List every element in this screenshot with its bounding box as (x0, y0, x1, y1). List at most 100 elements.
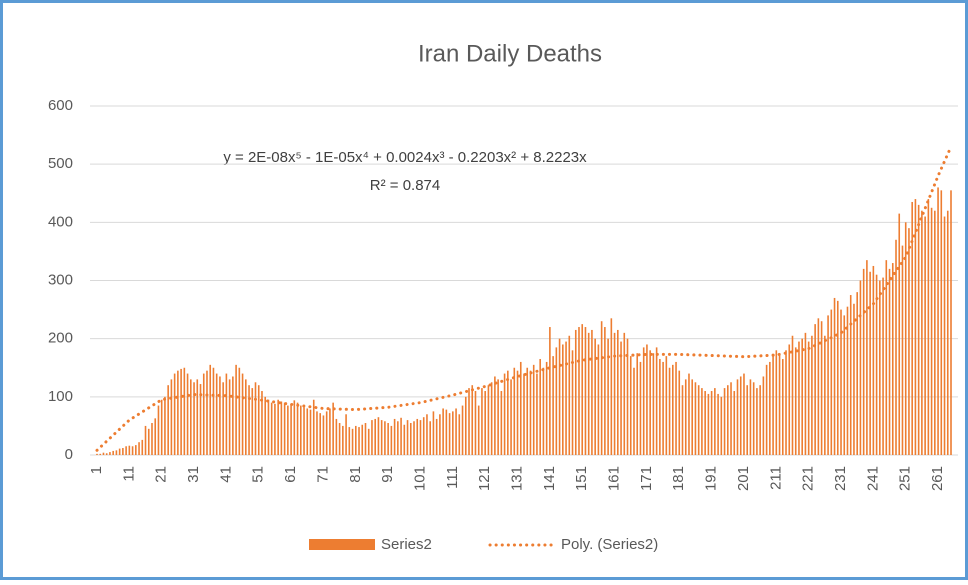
bar (736, 379, 739, 455)
trendline (95, 145, 953, 452)
bar (542, 367, 545, 455)
bar (914, 199, 917, 455)
y-tick-label: 400 (48, 213, 73, 230)
bar (859, 280, 862, 455)
x-tick-label: 151 (573, 466, 590, 491)
bar (507, 370, 509, 455)
x-tick-label: 71 (314, 466, 331, 483)
y-tick-label: 300 (48, 271, 73, 288)
bar (655, 347, 658, 455)
bar (853, 303, 855, 455)
y-tick-label: 100 (48, 388, 73, 405)
bar (526, 367, 529, 455)
bar (574, 329, 577, 455)
bar (474, 391, 477, 455)
bar (167, 385, 169, 455)
bar (342, 425, 344, 455)
bar (115, 450, 118, 455)
bar (833, 297, 836, 455)
bar (494, 376, 496, 455)
x-tick-label: 221 (800, 466, 817, 491)
bar (160, 399, 163, 455)
bar (264, 396, 267, 455)
bar (849, 295, 852, 455)
bar (461, 405, 464, 455)
x-tick-label: 191 (703, 466, 720, 491)
bar (468, 388, 470, 455)
bar (193, 382, 195, 455)
bar (458, 414, 461, 455)
bar (620, 341, 622, 455)
bar (901, 245, 904, 455)
bar (898, 213, 901, 455)
bar (775, 350, 778, 455)
bar (830, 309, 833, 455)
bar (872, 265, 875, 455)
bar (497, 379, 499, 455)
bar (490, 382, 493, 455)
bar (730, 382, 732, 455)
bar (112, 450, 114, 455)
y-tick-label: 200 (48, 330, 73, 347)
bar (600, 321, 603, 455)
bar (154, 418, 157, 455)
bar (448, 413, 451, 455)
bar (371, 420, 373, 455)
bar (131, 446, 134, 455)
bar (875, 274, 878, 455)
bar (196, 379, 199, 455)
bar (869, 271, 871, 455)
bar (422, 417, 425, 455)
bar (623, 332, 626, 455)
bar (856, 292, 858, 455)
x-tick-label: 101 (411, 466, 428, 491)
bar (785, 350, 787, 455)
bar (125, 446, 127, 455)
bar (794, 347, 797, 455)
bar (568, 335, 571, 455)
bar (652, 353, 655, 455)
bar (824, 335, 826, 455)
bar (332, 402, 334, 455)
bar (778, 353, 781, 455)
bar (510, 379, 512, 455)
bar (562, 344, 564, 455)
bar (649, 350, 651, 455)
legend: Series2 Poly. (Series2) (309, 536, 658, 553)
bar (804, 332, 807, 455)
legend-swatch (309, 539, 375, 550)
bar (251, 388, 254, 455)
x-tick-label: 201 (735, 466, 752, 491)
bar (351, 428, 354, 455)
bar (843, 315, 846, 455)
bar (296, 402, 299, 455)
x-tick-label: 51 (250, 466, 267, 483)
bar (717, 393, 719, 455)
bar (105, 453, 108, 455)
x-tick-label: 261 (929, 466, 946, 491)
bar (665, 356, 668, 455)
x-tick-label: 91 (379, 466, 396, 483)
x-tick-label: 241 (864, 466, 881, 491)
bar (772, 356, 774, 455)
bar (827, 315, 829, 455)
bar (756, 388, 758, 455)
bar (662, 361, 664, 455)
bar (267, 399, 270, 455)
bar (814, 324, 816, 455)
bar (413, 421, 415, 455)
bar (109, 452, 111, 455)
bar (917, 204, 920, 455)
bar (610, 318, 613, 455)
chart-title: Iran Daily Deaths (418, 40, 602, 67)
bar (519, 361, 522, 455)
bar (539, 359, 541, 455)
bar (487, 385, 490, 455)
bar (937, 187, 939, 455)
bar (733, 391, 736, 455)
bar (432, 411, 435, 455)
bar (840, 309, 842, 455)
bar (374, 418, 376, 455)
bar (943, 216, 946, 455)
